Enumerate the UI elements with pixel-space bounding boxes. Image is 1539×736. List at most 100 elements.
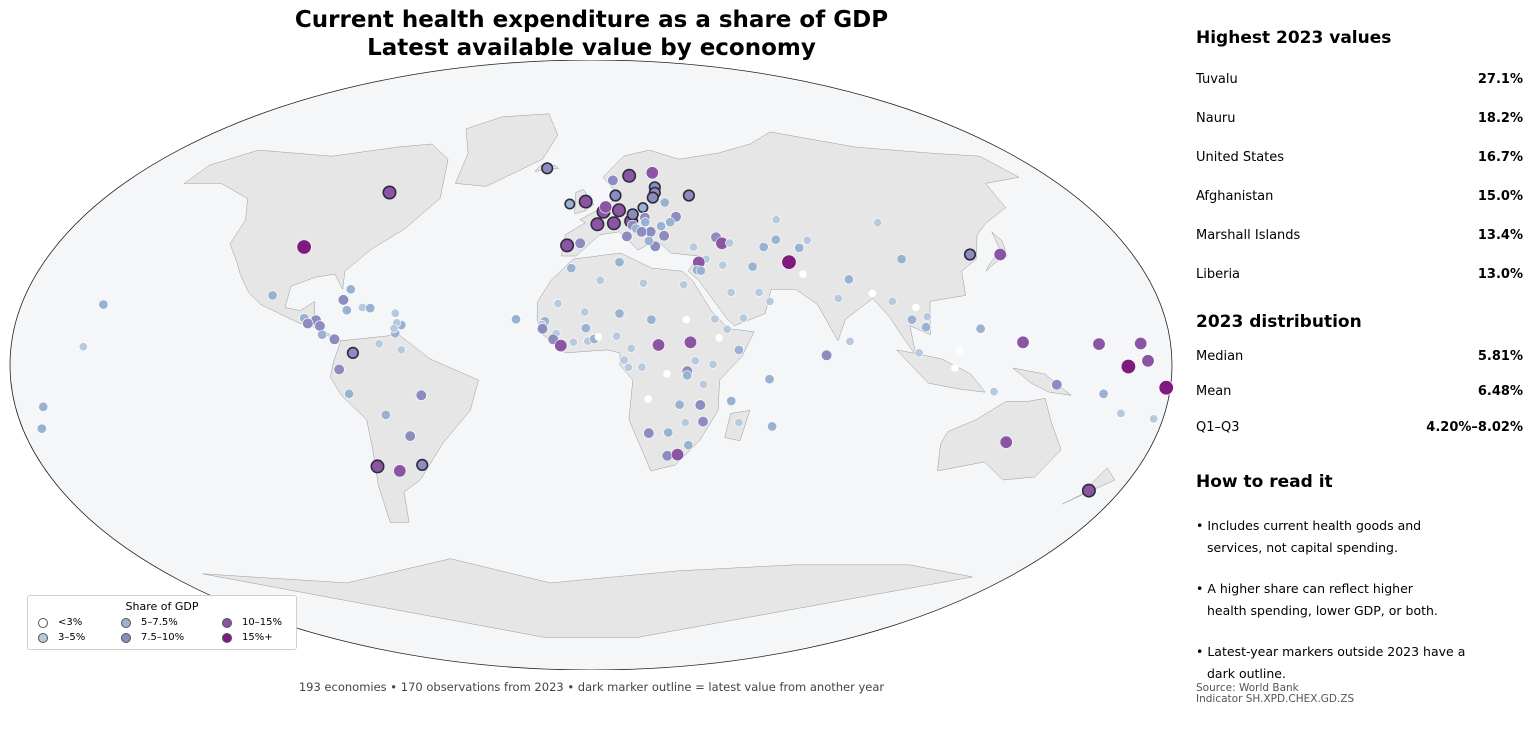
country-marker[interactable]: Oman: 4% — [765, 296, 775, 306]
country-marker[interactable]: Uzbekistan: 6% — [770, 234, 781, 245]
country-marker[interactable]: Hawaii region: 5.5% — [98, 299, 109, 310]
country-marker[interactable]: Jamaica: 5.8% — [341, 305, 352, 316]
country-marker[interactable]: United States: 16.7% — [296, 239, 312, 255]
country-marker[interactable]: Pakistan: 2.9% — [799, 270, 807, 278]
country-marker[interactable]: Bahamas: 5.5% — [345, 284, 356, 295]
country-marker[interactable]: China: 5.4% — [896, 254, 907, 265]
country-marker[interactable]: France: 11.9% — [590, 217, 605, 232]
country-marker[interactable]: South Sudan: 11.6% — [683, 335, 697, 349]
country-marker[interactable]: Mauritania: 3.6% — [553, 299, 563, 309]
country-marker[interactable]: Italy: 9% — [621, 230, 633, 242]
country-marker[interactable]: Netherlands: 10.1% — [599, 200, 613, 214]
country-marker[interactable]: Madagascar: 3.8% — [734, 417, 744, 427]
country-marker[interactable]: Bosnia and Herzegovina: 9.1% — [635, 226, 648, 238]
country-marker[interactable]: Guinea-Bissau: 8.6% — [536, 323, 549, 335]
country-marker[interactable]: Venezuela: 3.8% — [374, 339, 384, 349]
country-marker[interactable]: Turkey: 4.3% — [688, 242, 698, 252]
country-marker[interactable]: Tajikistan: 7% — [794, 242, 805, 253]
country-marker[interactable]: Sri Lanka: 4.1% — [845, 336, 855, 346]
country-marker[interactable]: Mali: 4.2% — [580, 307, 590, 317]
country-marker[interactable]: Algeria: 3.8% — [595, 275, 605, 285]
country-marker[interactable]: Cuba: 9% — [337, 294, 350, 306]
country-marker[interactable]: Nauru: 18.2% — [1120, 358, 1136, 374]
country-marker[interactable]: Burundi: 6% — [682, 370, 693, 381]
country-marker[interactable]: Switzerland: 11.3% — [606, 216, 621, 231]
country-marker[interactable]: Laos: 2.6% — [911, 303, 920, 312]
country-marker[interactable]: Turkmenistan: 5.4% — [758, 242, 769, 253]
country-marker[interactable]: Grenada: 4.5% — [389, 323, 399, 333]
country-marker[interactable]: Nicaragua: 9.1% — [314, 320, 326, 332]
country-marker[interactable]: Uganda: 4% — [690, 356, 700, 366]
country-marker[interactable]: Lesotho: 11.5% — [670, 448, 684, 462]
country-marker[interactable]: Benin: 2.5% — [594, 333, 603, 341]
country-marker[interactable]: El Salvador: 8.5% — [302, 317, 314, 330]
country-marker[interactable]: Panama: 8% — [328, 333, 341, 345]
country-marker[interactable]: Brunei: 2.3% — [956, 347, 964, 356]
country-marker[interactable]: Philippines: 5.6% — [975, 323, 986, 334]
country-marker[interactable]: Vietnam: 4.6% — [922, 312, 932, 322]
country-marker[interactable]: Hungary: 6.6% — [640, 217, 651, 228]
country-marker[interactable]: Portugal: 10.6% — [560, 238, 575, 253]
country-marker[interactable]: Bulgaria: 8.1% — [658, 230, 670, 242]
country-marker[interactable]: Australia: 10.5% — [999, 435, 1013, 449]
country-marker[interactable]: Mid-Pacific: 4.5% — [78, 342, 88, 352]
country-marker[interactable]: Mongolia: 4% — [873, 218, 883, 228]
country-marker[interactable]: Afghanistan: 15% — [781, 254, 797, 270]
country-marker[interactable]: Germany: 12.1% — [611, 203, 626, 218]
country-marker[interactable]: Botswana: 5.9% — [663, 427, 674, 438]
country-marker[interactable]: Iraq: 4.6% — [718, 260, 728, 270]
country-marker[interactable]: Zambia: 5.5% — [674, 399, 685, 410]
country-marker[interactable]: Micronesia: 12.5% — [1092, 337, 1106, 351]
country-marker[interactable]: Saudi Arabia: 4.5% — [726, 287, 736, 297]
country-marker[interactable]: Sweden: 10.5% — [622, 168, 637, 183]
country-marker[interactable]: Mexico: 5.5% — [267, 290, 278, 301]
country-marker[interactable]: Niger: 6.4% — [614, 308, 625, 319]
country-marker[interactable]: Vanuatu: 4.1% — [1116, 408, 1126, 418]
country-marker[interactable]: Timor-Leste: 4% — [989, 387, 999, 397]
country-marker[interactable]: Azerbaijan: 4.3% — [725, 238, 735, 248]
country-marker[interactable]: Palau: 11% — [1016, 335, 1030, 349]
country-marker[interactable]: Colombia: 8.1% — [346, 346, 360, 360]
country-marker[interactable]: Tunisia: 6.7% — [614, 257, 625, 268]
country-marker[interactable]: Liberia: 13% — [554, 339, 568, 353]
country-marker[interactable]: Bolivia: 6.9% — [380, 409, 391, 420]
country-marker[interactable]: Uruguay: 9.2% — [416, 458, 429, 472]
country-marker[interactable]: Kazakhstan: 3.8% — [771, 215, 781, 225]
country-marker[interactable]: Kenya: 4.3% — [708, 359, 718, 369]
country-marker[interactable]: Japan: 11% — [993, 248, 1007, 262]
country-marker[interactable]: Samoa: 5.5% — [38, 401, 49, 412]
country-marker[interactable]: Ecuador: 8.3% — [333, 363, 345, 376]
country-marker[interactable]: Sudan: 2.9% — [682, 315, 691, 324]
country-marker[interactable]: Marshall Islands: 13.4% — [1134, 336, 1148, 350]
country-marker[interactable]: Brazil: 9% — [415, 389, 427, 401]
country-marker[interactable]: Indonesia: 2.7% — [950, 364, 959, 372]
country-marker[interactable]: New Zealand: 10.5% — [1081, 483, 1096, 498]
country-marker[interactable]: Somalia: 6.2% — [733, 344, 744, 355]
country-marker[interactable]: Congo: 4% — [637, 362, 647, 372]
country-marker[interactable]: India: 3.3% — [833, 293, 843, 303]
country-marker[interactable]: Malaysia: 4.1% — [914, 348, 924, 358]
country-marker[interactable]: South Africa: 8.5% — [661, 450, 673, 462]
country-marker[interactable]: Canada: 11.2% — [382, 185, 397, 200]
country-marker[interactable]: Thailand: 5% — [906, 314, 917, 325]
country-marker[interactable]: Albania: 6.2% — [643, 235, 654, 246]
country-marker[interactable]: United Kingdom: 11.3% — [578, 194, 593, 209]
country-marker[interactable]: Malawi: 7.5% — [694, 399, 706, 411]
country-marker[interactable]: Costa Rica: 7.3% — [317, 329, 328, 340]
country-marker[interactable]: Burkina Faso: 6% — [580, 323, 591, 334]
country-marker[interactable]: Spain: 9.2% — [574, 237, 586, 249]
country-marker[interactable]: Eritrea: 4.5% — [710, 314, 720, 324]
country-marker[interactable]: Fiji: 4% — [1149, 414, 1159, 424]
country-marker[interactable]: Papua New Guinea: 8% — [1051, 379, 1063, 391]
country-marker[interactable]: Mauritius: 6.5% — [767, 421, 778, 432]
country-marker[interactable]: Romania: 5.7% — [656, 221, 667, 232]
country-marker[interactable]: Equatorial Guinea: 3.2% — [619, 355, 629, 365]
country-marker[interactable]: Czechia: 8.4% — [626, 208, 639, 221]
country-marker[interactable]: Kyrgyzstan: 4.5% — [802, 235, 812, 245]
country-marker[interactable]: Kiribati: 12% — [1141, 354, 1155, 368]
country-marker[interactable]: Dominican Republic: 5.2% — [365, 303, 376, 314]
country-marker[interactable]: South Korea: 9.7% — [963, 248, 977, 261]
country-marker[interactable]: Lithuania: 7.6% — [646, 191, 659, 204]
country-marker[interactable]: Ireland: 6.1% — [564, 198, 576, 210]
country-marker[interactable]: Seychelles: 5% — [764, 374, 775, 385]
